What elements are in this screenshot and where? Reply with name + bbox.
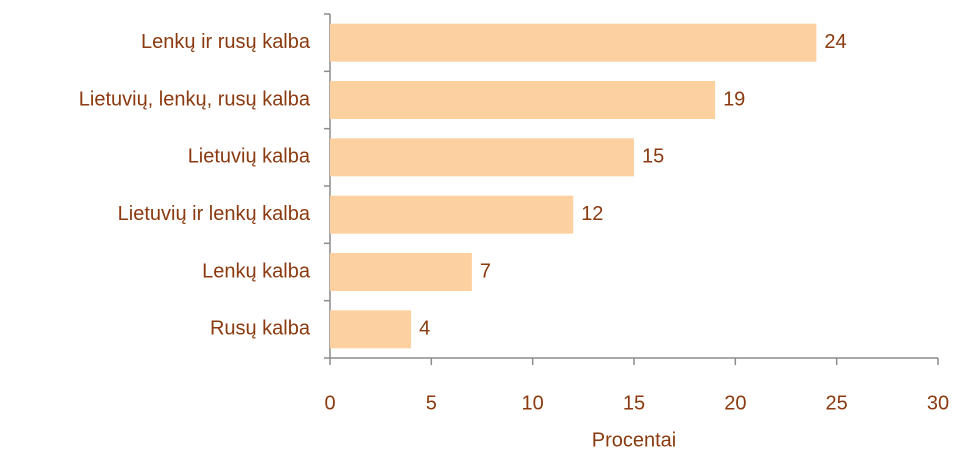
y-tick-label: Lenkų ir rusų kalba (141, 31, 311, 53)
value-label: 12 (581, 203, 603, 225)
x-tick-label: 25 (826, 392, 848, 414)
y-tick-label: Lenkų kalba (202, 260, 311, 282)
bar (330, 195, 574, 234)
x-axis-label: Procentai (592, 429, 677, 451)
value-label: 15 (642, 146, 664, 168)
value-label: 4 (419, 318, 430, 340)
x-tick-label: 5 (426, 392, 437, 414)
bar (330, 310, 412, 349)
bar (330, 81, 716, 119)
y-tick-label: Lietuvių, lenkų, rusų kalba (79, 88, 311, 110)
value-label: 19 (723, 88, 745, 110)
y-tick-label: Lietuvių ir lenkų kalba (118, 203, 311, 225)
x-tick-label: 10 (522, 392, 544, 414)
bar (330, 138, 634, 177)
x-tick-label: 15 (623, 392, 645, 414)
y-tick-label: Rusų kalba (210, 318, 311, 340)
x-tick-label: 30 (927, 392, 949, 414)
value-label: 24 (824, 31, 846, 53)
bar (330, 253, 472, 291)
bar (330, 23, 817, 62)
y-tick-label: Lietuvių kalba (188, 146, 311, 168)
value-label: 7 (480, 260, 491, 282)
x-tick-label: 20 (724, 392, 746, 414)
x-tick-label: 0 (324, 392, 335, 414)
